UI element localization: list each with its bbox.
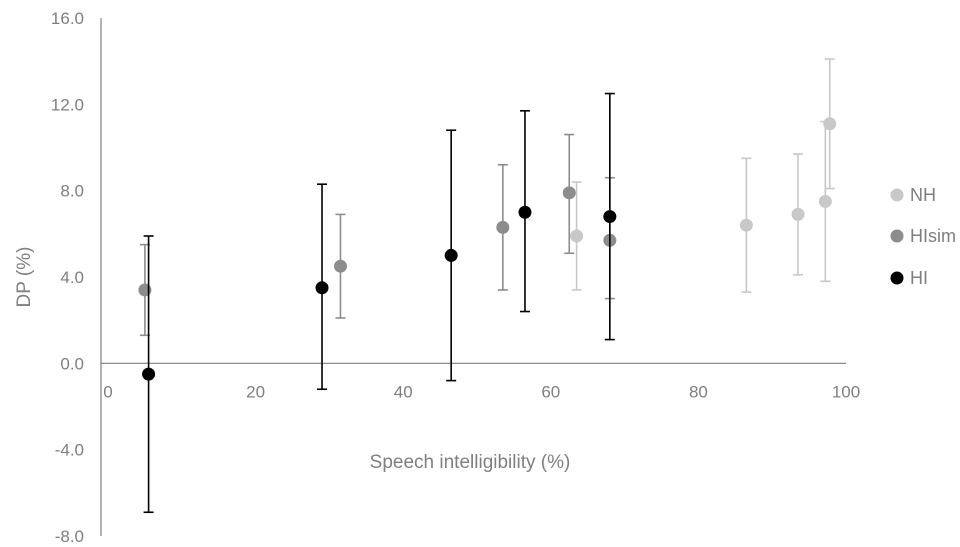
data-point: [562, 186, 576, 200]
legend-marker: [890, 229, 904, 243]
legend-item-hi: HI: [890, 268, 928, 288]
y-tick-label: -4.0: [55, 441, 84, 460]
data-point: [739, 218, 753, 232]
x-tick-label: 100: [832, 382, 860, 401]
y-tick-label: 16.0: [51, 9, 84, 28]
y-tick-label: 12.0: [51, 95, 84, 114]
data-point: [142, 367, 156, 381]
legend: NH HIsim HI: [890, 185, 956, 288]
legend-label: NH: [910, 185, 936, 205]
series-hisim: [138, 133, 617, 337]
legend-item-hisim: HIsim: [890, 226, 956, 246]
data-point: [823, 117, 837, 131]
data-point: [791, 207, 805, 221]
legend-marker: [890, 188, 904, 202]
data-point: [496, 220, 510, 234]
y-tick-label: 8.0: [60, 182, 84, 201]
series-nh: [570, 58, 837, 293]
x-tick-labels: 0 20 40 60 80 100: [103, 382, 860, 401]
series-hi: [142, 92, 617, 514]
legend-label: HIsim: [910, 226, 956, 246]
x-axis-title: Speech intelligibility (%): [370, 452, 571, 473]
x-tick-label: 20: [246, 382, 265, 401]
data-point: [444, 248, 458, 262]
x-tick-label: 40: [394, 382, 413, 401]
x-tick-label: 80: [689, 382, 708, 401]
y-axis-title: DP (%): [14, 247, 35, 308]
x-tick-label: 60: [541, 382, 560, 401]
legend-item-nh: NH: [890, 185, 936, 205]
axes: [100, 18, 846, 536]
legend-label: HI: [910, 268, 928, 288]
data-point: [333, 259, 347, 273]
data-point: [518, 205, 532, 219]
data-point: [818, 194, 832, 208]
series-layer: [138, 58, 837, 514]
data-point: [138, 283, 152, 297]
y-tick-labels: -8.0 -4.0 0.0 4.0 8.0 12.0 16.0: [51, 9, 84, 546]
legend-marker: [890, 271, 904, 285]
y-tick-label: 0.0: [60, 354, 84, 373]
y-tick-label: 4.0: [60, 268, 84, 287]
x-tick-label: 0: [103, 382, 112, 401]
y-tick-label: -8.0: [55, 527, 84, 546]
data-point: [570, 229, 584, 243]
data-point: [603, 210, 617, 224]
data-point: [315, 281, 329, 295]
